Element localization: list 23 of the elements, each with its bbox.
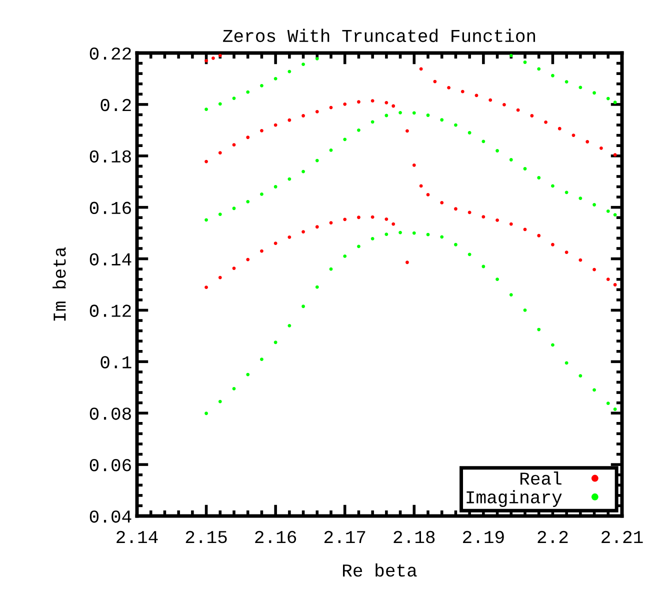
- y-tick-label: 0.2: [100, 98, 131, 112]
- legend-label: Imaginary: [466, 490, 562, 507]
- x-tick-label: 2.14: [116, 530, 158, 543]
- y-tick-label: 0.12: [90, 304, 131, 317]
- y-tick-label: 0.18: [90, 150, 131, 163]
- x-tick-label: 2.18: [394, 530, 435, 544]
- x-tick-label: 2.17: [324, 530, 366, 543]
- chart-title: Zeros With Truncated Function: [223, 28, 536, 42]
- x-tick-label: 2.21: [602, 530, 643, 543]
- y-tick-label: 0.04: [90, 510, 132, 523]
- x-tick-label: 2.15: [186, 530, 227, 544]
- x-tick-label: 2.19: [463, 530, 504, 544]
- y-tick-label: 0.06: [90, 459, 131, 472]
- y-tick-label: 0.1: [100, 356, 132, 368]
- y-tick-label: 0.22: [90, 47, 131, 60]
- y-tick-label: 0.16: [90, 202, 131, 214]
- x-tick-label: 2.2: [538, 530, 568, 543]
- x-tick-label: 2.16: [255, 530, 296, 544]
- y-axis-title: Im beta: [52, 247, 66, 321]
- x-axis-title: Re beta: [343, 563, 417, 577]
- legend-label: Real: [520, 472, 562, 485]
- y-tick-label: 0.08: [90, 408, 131, 420]
- y-tick-label: 0.14: [90, 253, 132, 266]
